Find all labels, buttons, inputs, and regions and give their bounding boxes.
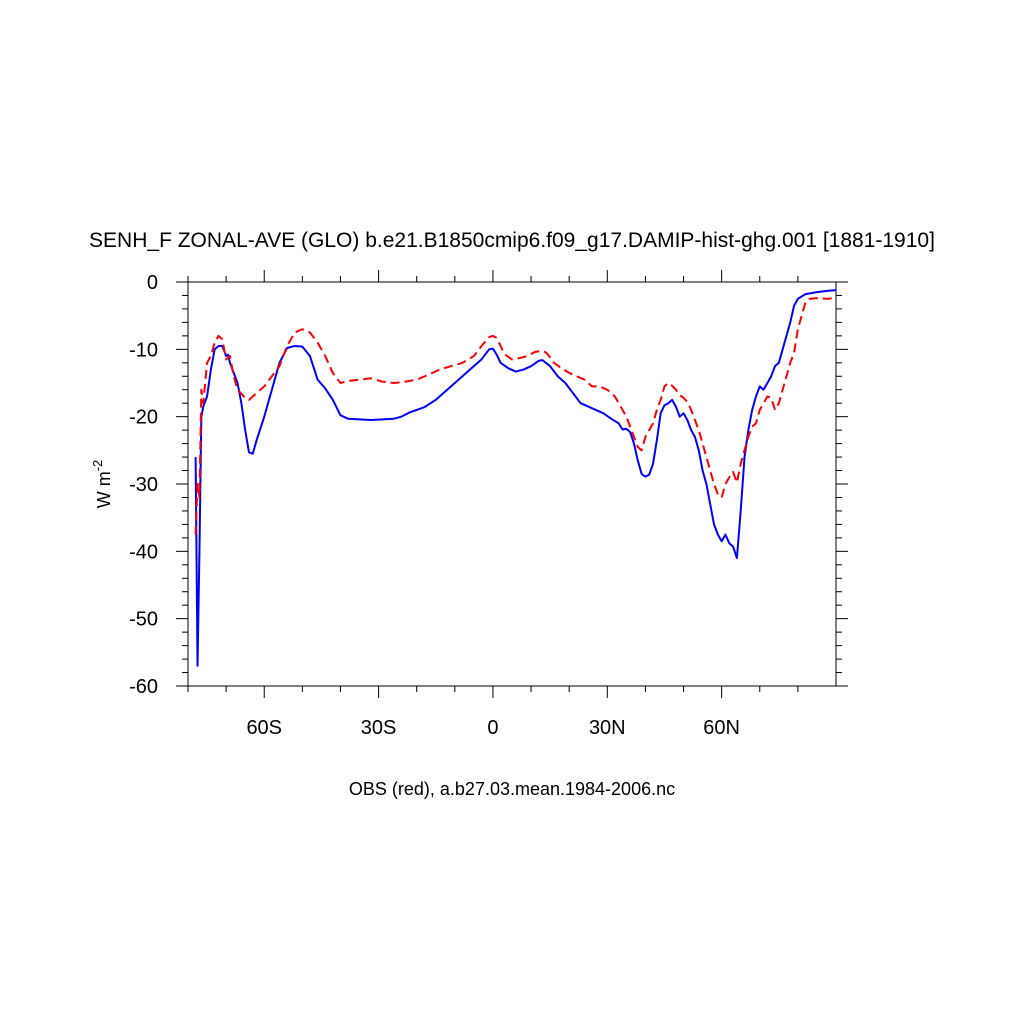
obs-series-line — [194, 296, 837, 535]
y-tick-label: -40 — [129, 541, 158, 563]
y-axis-label-main: W m — [94, 471, 114, 508]
axis-ticks — [176, 270, 848, 698]
y-axis-label-superscript: -2 — [90, 460, 105, 472]
x-tick-label: 30N — [589, 717, 626, 739]
model-series-line — [194, 289, 837, 667]
x-tick-label: 0 — [487, 717, 498, 739]
y-tick-label: -30 — [129, 474, 158, 496]
x-axis-label: OBS (red), a.b27.03.mean.1984-2006.nc — [349, 779, 675, 799]
plot-area: 60S 30S 0 30N 60N 0 -10 -20 -30 -40 -50 -60 — [129, 270, 848, 739]
plot-frame — [187, 281, 837, 687]
chart-title: SENH_F ZONAL-AVE (GLO) b.e21.B1850cmip6.… — [89, 229, 935, 252]
y-tick-labels: 0 -10 -20 -30 -40 -50 -60 — [129, 272, 158, 698]
y-tick-label: -20 — [129, 407, 158, 429]
y-tick-label: -60 — [129, 676, 158, 698]
x-tick-label: 60S — [246, 717, 282, 739]
x-tick-label: 30S — [361, 717, 397, 739]
x-tick-label: 60N — [703, 717, 740, 739]
y-tick-label: -10 — [129, 339, 158, 361]
y-tick-label: -50 — [129, 609, 158, 631]
series-lines — [194, 289, 837, 667]
x-tick-labels: 60S 30S 0 30N 60N — [246, 717, 740, 739]
y-tick-label: 0 — [147, 272, 158, 294]
y-axis-label: W m-2 — [90, 460, 114, 509]
